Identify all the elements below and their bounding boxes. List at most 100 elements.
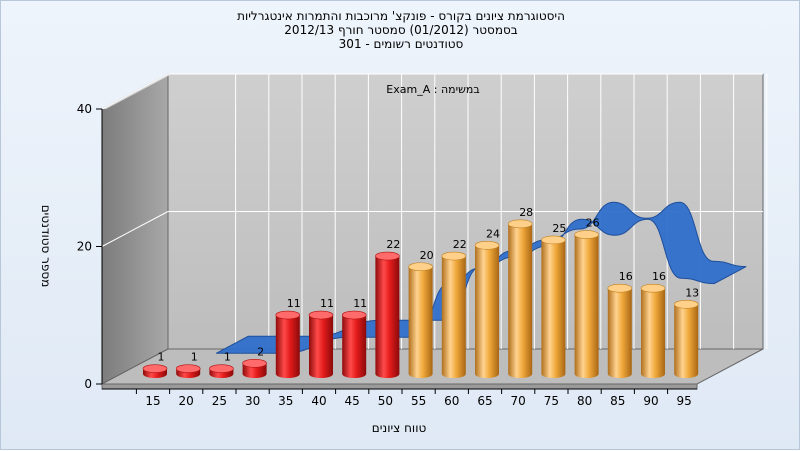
- bar-body: [674, 304, 699, 378]
- bar: 26: [574, 217, 600, 378]
- trend-ribbon: [215, 201, 747, 354]
- bar-top: [142, 364, 168, 373]
- bar-body: [508, 223, 533, 378]
- bar-top: [209, 364, 234, 373]
- x-tick-label: 50: [378, 394, 393, 408]
- bar-body: [541, 239, 566, 378]
- bar: 11: [341, 297, 367, 378]
- bar-body: [574, 234, 599, 378]
- x-tick-label: 30: [245, 394, 260, 408]
- x-tick-label: 20: [179, 394, 194, 408]
- bar-top: [175, 364, 201, 373]
- grid-line: [101, 211, 169, 247]
- bar-value-label: 16: [619, 270, 633, 283]
- bar-value-label: 13: [685, 286, 699, 299]
- bar-body: [475, 245, 499, 378]
- bar-top: [408, 262, 433, 272]
- bar: 16: [607, 270, 633, 378]
- bar-top: [375, 251, 400, 261]
- y-tick-label: 0: [84, 377, 92, 391]
- bar: 22: [375, 238, 400, 378]
- x-tick-label: 95: [677, 394, 692, 408]
- x-tick-label: 25: [212, 394, 227, 408]
- bar-value-label: 11: [287, 297, 301, 310]
- bar: 28: [507, 206, 533, 378]
- y-axis-title: מספר סטודנטים: [39, 205, 53, 288]
- bar-value-label: 11: [353, 297, 367, 310]
- bar-top: [541, 235, 566, 245]
- x-tick-label: 40: [311, 394, 326, 408]
- bar-body: [441, 256, 466, 378]
- bar: 22: [441, 238, 467, 378]
- bar-top: [242, 358, 267, 368]
- y-tick-label: 20: [77, 240, 92, 254]
- chart-title-line-2: בסמסטר (01/2012) סמסטר חורף 2012/13: [284, 23, 518, 37]
- bar-body: [342, 315, 367, 378]
- bar: 1: [142, 351, 168, 378]
- bar: 13: [673, 286, 699, 378]
- x-tick-label: 65: [477, 394, 492, 408]
- chart-title: היסטוגרמת ציונים בקורס - פונקצ' מרוכבות …: [1, 9, 800, 51]
- bar-value-label: 25: [552, 222, 566, 235]
- y-tick-label: 40: [77, 102, 92, 116]
- bar: 1: [175, 351, 201, 378]
- bar-top: [308, 310, 334, 320]
- bar-value-label: 24: [486, 227, 500, 240]
- x-axis-title: טווח ציונים: [372, 421, 427, 435]
- bar: 24: [474, 227, 500, 378]
- bar-top: [275, 310, 301, 320]
- bar: 25: [541, 222, 566, 378]
- bar-value-label: 16: [652, 270, 666, 283]
- bar-body: [275, 315, 300, 378]
- x-tick-label: 80: [577, 394, 592, 408]
- bar-top: [474, 241, 500, 250]
- bar: 11: [308, 297, 334, 378]
- trend-series: [215, 201, 747, 354]
- bar: 20: [408, 249, 434, 378]
- bar-body: [375, 256, 400, 378]
- bar-top: [341, 310, 367, 320]
- grid-lines: [101, 73, 768, 349]
- bar: 11: [275, 297, 301, 378]
- x-tick-label: 45: [345, 394, 360, 408]
- bar-body: [408, 266, 433, 378]
- bar-top: [640, 283, 666, 293]
- bar-body: [641, 288, 665, 378]
- bar-value-label: 26: [586, 217, 600, 230]
- bar-value-label: 11: [320, 297, 334, 310]
- x-tick-label: 75: [544, 394, 559, 408]
- bar: 1: [209, 351, 234, 378]
- x-tick-label: 35: [278, 394, 293, 408]
- x-tick-label: 15: [145, 394, 160, 408]
- x-tick-label: 70: [511, 394, 526, 408]
- bar-top: [574, 230, 599, 239]
- chart-title-line-1: היסטוגרמת ציונים בקורס - פונקצ' מרוכבות …: [237, 9, 565, 23]
- bar-value-label: 20: [420, 249, 434, 262]
- bar-value-label: 1: [158, 351, 165, 364]
- bar-top: [607, 283, 633, 293]
- exam-annotation: במשימה : Exam_A: [386, 83, 479, 96]
- bar: 16: [640, 270, 666, 378]
- grid-line: [101, 73, 169, 110]
- chart-title-line-3: סטודנטים רשומים - 301: [338, 37, 464, 51]
- x-tick-label: 85: [610, 394, 625, 408]
- chart-floor-front: [101, 383, 698, 390]
- bar-value-label: 22: [453, 238, 467, 251]
- bar-body: [607, 288, 632, 378]
- bar-body: [309, 315, 333, 378]
- bar-top: [673, 299, 699, 309]
- bar-value-label: 2: [257, 345, 264, 358]
- x-tick-label: 55: [411, 394, 426, 408]
- bar-top: [507, 219, 533, 229]
- bar-value-label: 1: [224, 351, 231, 364]
- axes: 0 20 40 15 20 25 30 35 40 45 50 55 60 65 70 75 80 85 90 95: [77, 102, 697, 408]
- bar-value-label: 1: [191, 351, 198, 364]
- bar: 2: [242, 345, 267, 378]
- bar-value-label: 28: [519, 206, 533, 219]
- bar-top: [441, 251, 467, 261]
- x-tick-label: 60: [444, 394, 459, 408]
- bar-value-label: 22: [386, 238, 400, 251]
